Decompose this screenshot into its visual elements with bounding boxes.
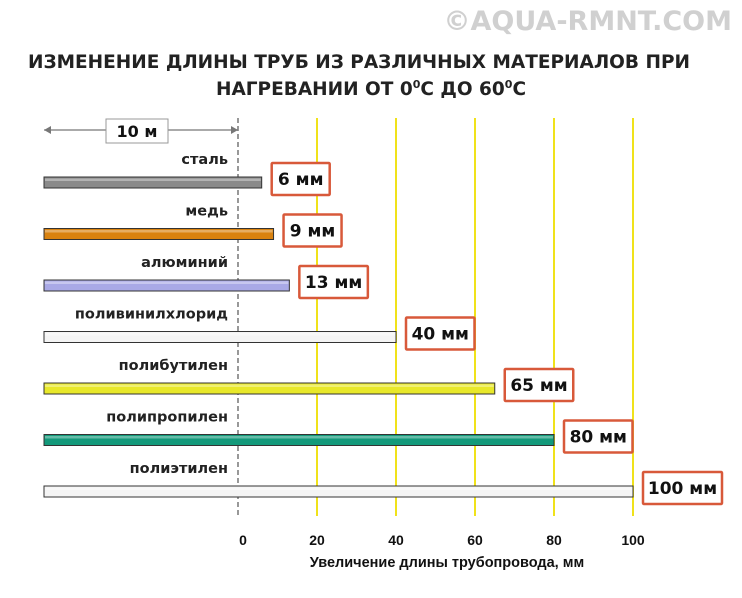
bar-1 <box>43 228 275 240</box>
bar-highlight-4 <box>45 384 494 387</box>
value-label-box-5 <box>562 419 634 454</box>
bar-highlight-1 <box>45 230 273 233</box>
tick-label-20: 20 <box>309 532 325 548</box>
bar-2 <box>43 279 290 292</box>
scale-arrow-right <box>231 126 238 134</box>
bar-highlight-2 <box>45 281 289 284</box>
value-label-box-2 <box>298 264 370 300</box>
bar-5 <box>43 434 555 446</box>
bar-highlight-6 <box>45 487 632 490</box>
material-label-4: полибутилен <box>119 358 228 374</box>
chart-title-line-1: ИЗМЕНЕНИЕ ДЛИНЫ ТРУБ ИЗ РАЗЛИЧНЫХ МАТЕРИ… <box>28 52 690 73</box>
bar-3 <box>43 331 397 343</box>
bars <box>43 176 634 498</box>
bar-0 <box>43 176 263 189</box>
value-label-box-4 <box>503 367 575 403</box>
bar-highlight-5 <box>45 436 553 439</box>
tick-label-100: 100 <box>621 532 645 548</box>
value-label-6: 100 мм <box>648 479 717 499</box>
value-label-2: 13 мм <box>305 273 362 293</box>
x-axis: 0 20 40 60 80 100 Увеличение длины трубопровод… <box>239 532 645 571</box>
bar-highlight-3 <box>45 333 395 336</box>
value-label-box-3 <box>404 316 476 351</box>
material-label-5: полипропилен <box>106 410 228 426</box>
value-label-3: 40 мм <box>412 325 469 345</box>
bar-highlight-0 <box>45 178 261 181</box>
scale-arrow-left <box>44 126 51 134</box>
scale-label-box <box>105 118 169 144</box>
tick-label-80: 80 <box>546 532 562 548</box>
material-label-1: медь <box>185 204 228 220</box>
value-labels: сталь 6 мм медь 9 мм алюминий 13 мм поливинилх… <box>75 152 724 506</box>
material-label-6: полиэтилен <box>130 461 228 477</box>
scale-marker: 10 м <box>44 118 238 144</box>
value-label-0: 6 мм <box>278 170 324 190</box>
value-label-5: 80 мм <box>570 428 627 448</box>
tick-label-60: 60 <box>467 532 483 548</box>
value-label-box-6 <box>641 470 724 506</box>
value-label-4: 65 мм <box>510 376 567 396</box>
bar-4 <box>43 382 496 395</box>
value-label-1: 9 мм <box>290 222 336 242</box>
material-label-3: поливинилхлорид <box>75 307 228 323</box>
chart-title-line-2: НАГРЕВАНИИ ОТ 00С ДО 600С <box>215 78 527 101</box>
tick-label-40: 40 <box>388 532 404 548</box>
material-label-0: сталь <box>181 152 228 168</box>
watermark: ©AQUA-RMNT.COM <box>443 6 732 37</box>
scale-label: 10 м <box>117 122 158 141</box>
value-label-box-0 <box>270 161 331 197</box>
x-axis-label: Увеличение длины трубопровода, мм <box>310 555 584 571</box>
tick-label-0: 0 <box>239 532 247 548</box>
material-label-2: алюминий <box>141 255 228 271</box>
bar-6 <box>43 485 634 498</box>
value-label-box-1 <box>282 213 343 248</box>
